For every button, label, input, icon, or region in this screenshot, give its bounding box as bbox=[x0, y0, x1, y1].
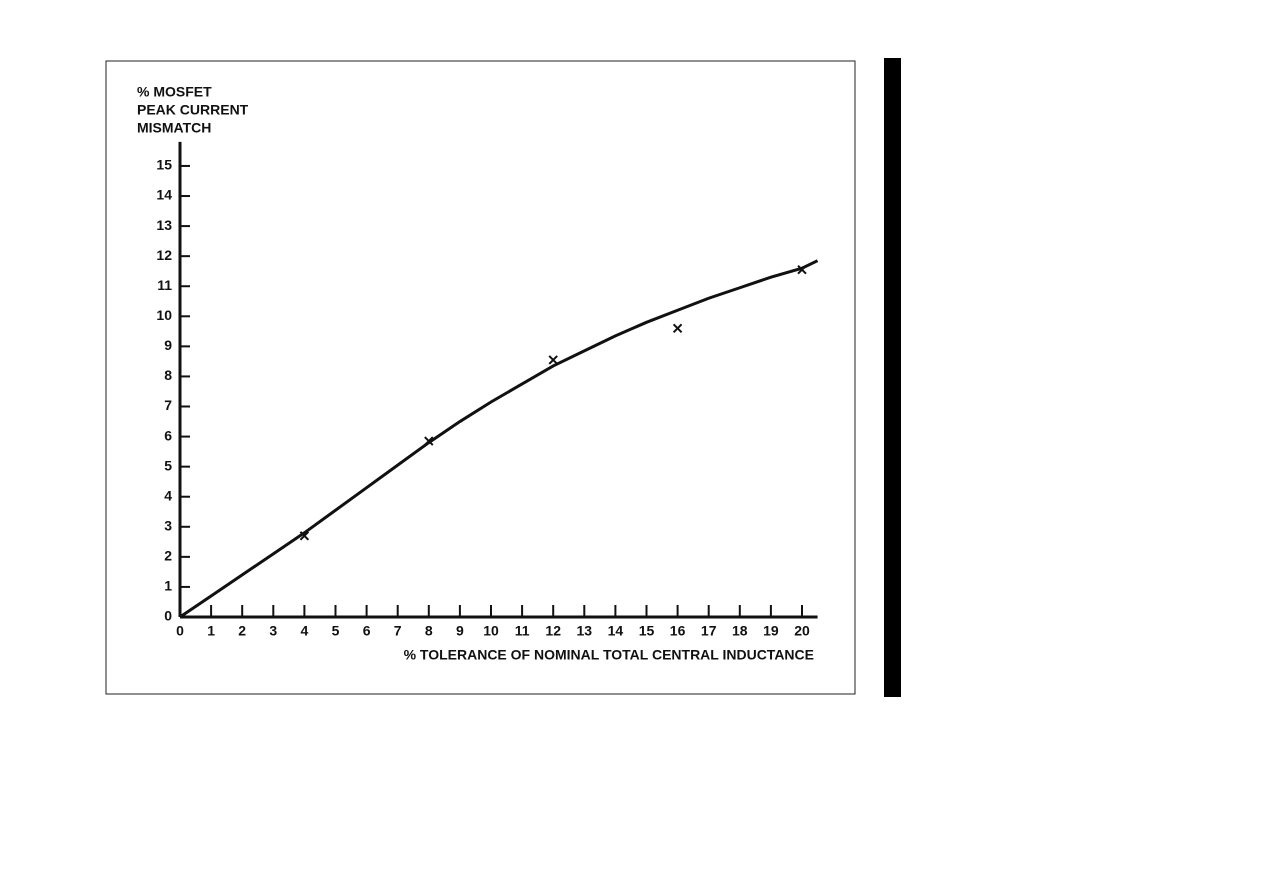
x-tick-label: 6 bbox=[363, 623, 371, 639]
x-tick-label: 8 bbox=[425, 623, 433, 639]
x-tick-label: 15 bbox=[639, 623, 655, 639]
data-point bbox=[548, 355, 558, 365]
y-axis-label: % MOSFET bbox=[137, 84, 212, 100]
x-tick-label: 17 bbox=[701, 623, 717, 639]
x-axis-label: % TOLERANCE OF NOMINAL TOTAL CENTRAL IND… bbox=[404, 647, 814, 663]
y-tick-label: 13 bbox=[156, 217, 172, 233]
x-tick-label: 20 bbox=[794, 623, 810, 639]
y-tick-label: 2 bbox=[164, 548, 172, 564]
x-tick-label: 5 bbox=[332, 623, 340, 639]
x-tick-label: 2 bbox=[238, 623, 246, 639]
y-tick-label: 1 bbox=[164, 578, 172, 594]
x-tick-label: 16 bbox=[670, 623, 686, 639]
data-point bbox=[797, 264, 807, 275]
x-tick-label: 1 bbox=[207, 623, 215, 639]
y-tick-label: 11 bbox=[157, 277, 172, 293]
data-point bbox=[424, 436, 434, 446]
y-axis-label: MISMATCH bbox=[137, 120, 211, 136]
y-tick-label: 3 bbox=[164, 517, 172, 533]
data-point bbox=[299, 531, 310, 541]
x-tick-label: 10 bbox=[483, 623, 499, 639]
x-tick-label: 9 bbox=[456, 623, 464, 639]
y-tick-label: 15 bbox=[156, 157, 172, 173]
x-tick-label: 3 bbox=[269, 623, 277, 639]
y-tick-label: 12 bbox=[156, 247, 172, 263]
y-tick-label: 6 bbox=[164, 427, 172, 443]
data-point bbox=[672, 323, 683, 334]
fitted-curve bbox=[179, 259, 819, 619]
y-tick-label: 0 bbox=[164, 608, 172, 624]
y-tick-label: 10 bbox=[156, 307, 172, 323]
x-tick-label: 13 bbox=[577, 623, 593, 639]
x-tick-label: 14 bbox=[608, 623, 624, 639]
side-bar bbox=[884, 58, 901, 697]
y-tick-label: 5 bbox=[164, 457, 172, 473]
y-tick-label: 4 bbox=[164, 487, 172, 503]
y-tick-label: 7 bbox=[164, 397, 172, 413]
x-tick-label: 11 bbox=[515, 623, 530, 639]
x-tick-label: 12 bbox=[545, 623, 561, 639]
y-axis-label: PEAK CURRENT bbox=[137, 102, 249, 118]
y-tick-label: 9 bbox=[164, 337, 172, 353]
x-tick-label: 0 bbox=[176, 623, 184, 639]
x-tick-label: 19 bbox=[763, 623, 779, 639]
y-tick-label: 14 bbox=[156, 187, 172, 203]
y-tick-label: 8 bbox=[164, 367, 172, 383]
x-tick-label: 7 bbox=[394, 623, 402, 639]
frame bbox=[105, 60, 856, 695]
x-tick-label: 18 bbox=[732, 623, 748, 639]
x-tick-label: 4 bbox=[301, 623, 309, 639]
